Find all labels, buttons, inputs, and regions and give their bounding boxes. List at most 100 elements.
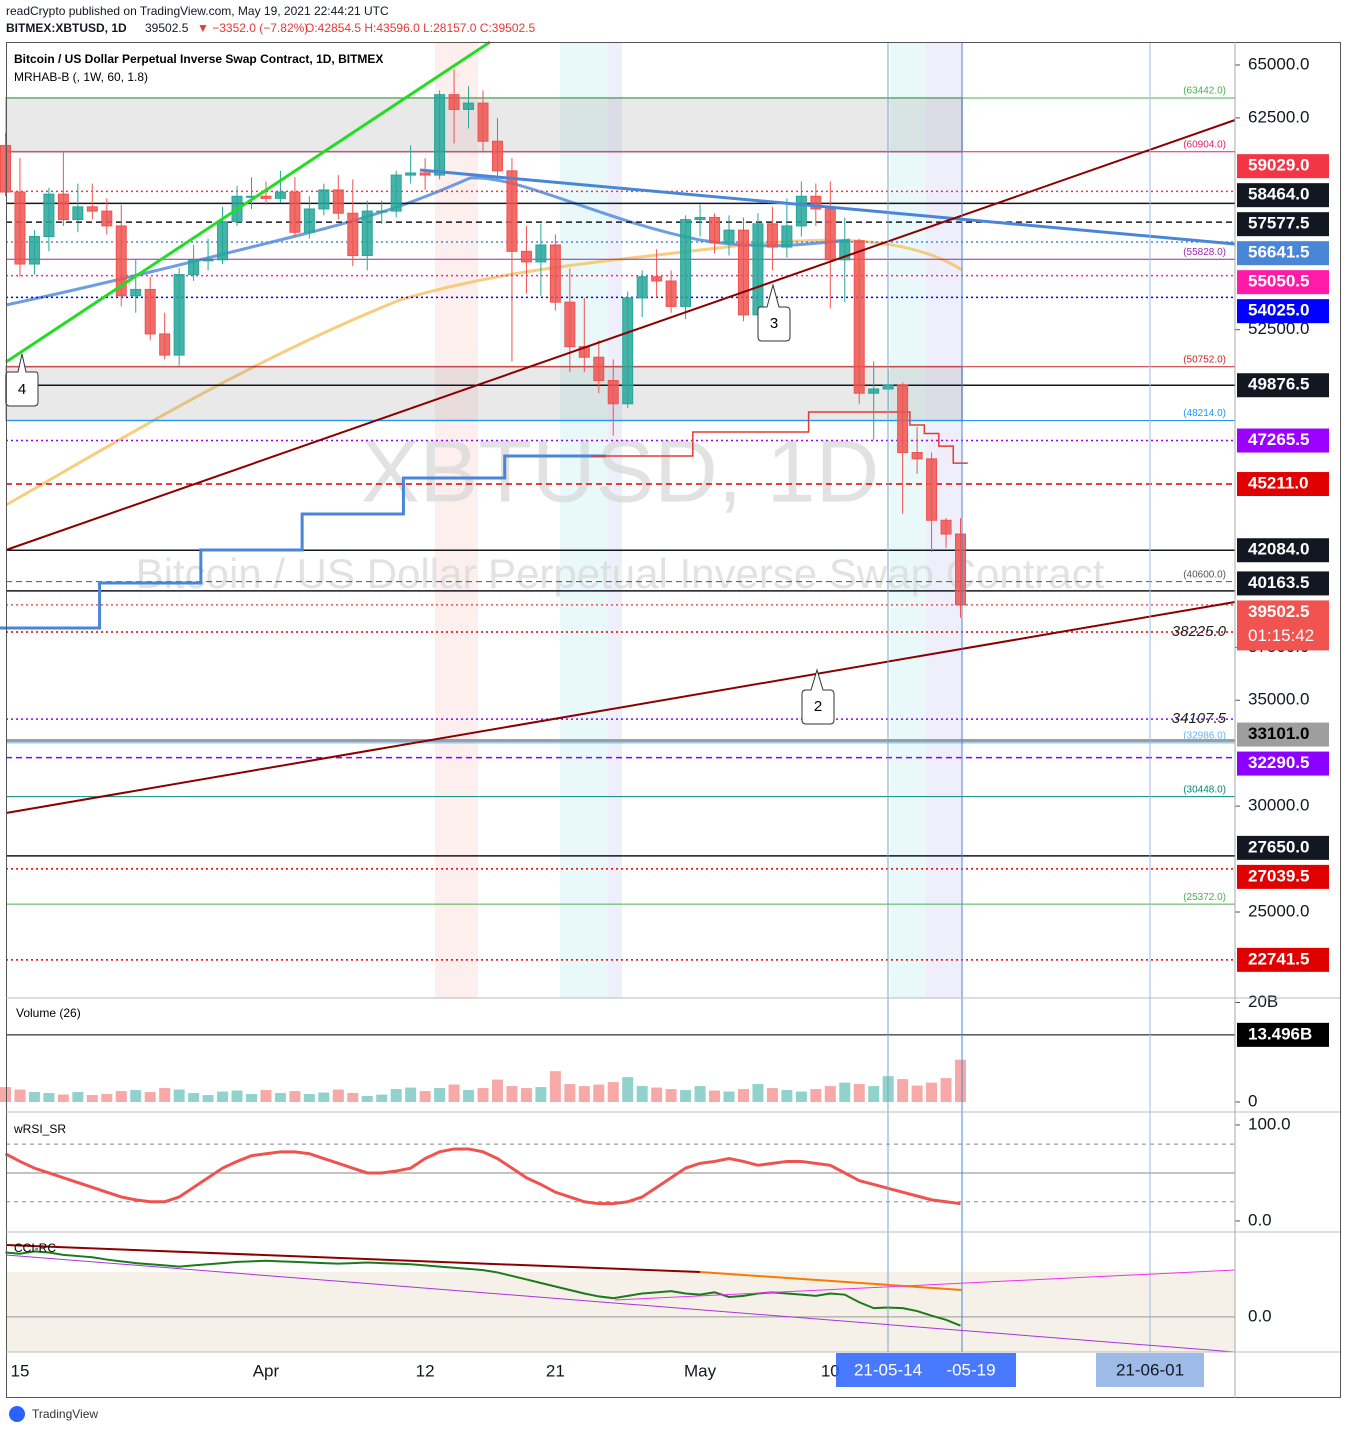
price-label: 33101.0	[1248, 724, 1309, 743]
price-label-box	[1237, 571, 1329, 596]
volume-bar	[86, 1095, 98, 1102]
y-tick-label: 100.0	[1248, 1114, 1291, 1133]
volume-bar	[607, 1082, 619, 1102]
price-label: 39502.5	[1248, 602, 1309, 621]
volume-bar	[390, 1089, 402, 1102]
volume-bar	[318, 1092, 330, 1102]
candle-body	[694, 216, 706, 221]
last-price: 39502.5	[145, 21, 189, 35]
volume-bar	[72, 1092, 84, 1102]
x-tick-label: 10	[821, 1361, 840, 1380]
candle-body	[955, 533, 967, 606]
candle-body	[564, 301, 576, 348]
highlight-band	[435, 42, 478, 998]
pane-title: Volume (26)	[16, 1006, 81, 1020]
price-label-box	[1237, 183, 1329, 208]
pane-title: wRSI_SR	[13, 1122, 66, 1136]
candle-body	[940, 519, 952, 535]
volume-bar	[506, 1086, 518, 1102]
candle-body	[173, 274, 185, 356]
trendline	[419, 168, 1236, 246]
candle-body	[361, 210, 373, 257]
price-label-box	[1237, 722, 1329, 747]
volume-bar	[144, 1092, 156, 1102]
candle-body	[260, 195, 272, 199]
candle-body	[115, 225, 127, 297]
callout: 3	[770, 315, 778, 332]
x-tick-label: May	[684, 1361, 717, 1380]
candle-body	[419, 172, 431, 176]
y-tick-label: 0.0	[1248, 1210, 1272, 1229]
chart-title: Bitcoin / US Dollar Perpetual Inverse Sw…	[14, 52, 383, 66]
price-label: 58464.0	[1248, 185, 1309, 204]
price-label-box	[1237, 472, 1329, 497]
fib-label: (25372.0)	[1183, 892, 1226, 903]
volume-bar	[665, 1089, 677, 1102]
price-label: 42084.0	[1248, 540, 1309, 559]
price-label-box	[1237, 373, 1329, 398]
x-marker-box	[836, 1353, 932, 1387]
candle-body	[144, 288, 156, 335]
volume-bar	[897, 1079, 909, 1102]
volume-bar	[43, 1093, 55, 1102]
candle-body	[766, 223, 778, 248]
x-tick-label: Apr	[253, 1361, 280, 1380]
level-label: 34107.5	[1172, 710, 1227, 727]
price-label: 13.496B	[1248, 1024, 1312, 1043]
candle-body	[839, 240, 851, 261]
candle-body	[810, 195, 822, 210]
symbol: BITMEX:XBTUSD, 1D	[6, 21, 127, 35]
candle-body	[651, 276, 663, 282]
volume-bar	[260, 1090, 272, 1102]
volume-bar	[303, 1094, 315, 1102]
frame	[6, 42, 1341, 1398]
candle-body	[535, 244, 547, 263]
price-label: 59029.0	[1248, 156, 1309, 175]
volume-bar	[955, 1059, 967, 1102]
price-label: 40163.5	[1248, 573, 1309, 592]
x-marker-label: 21-05-14	[854, 1360, 922, 1379]
highlight-band	[608, 42, 622, 998]
moving-average	[5, 176, 851, 307]
candle-body	[14, 191, 26, 265]
price-label-box	[1237, 299, 1329, 324]
price-label: 55050.5	[1248, 272, 1309, 291]
price-label-box	[1237, 538, 1329, 563]
price-label: 57577.5	[1248, 214, 1309, 233]
candle-body	[347, 212, 359, 257]
pane-title: CCI-RC	[14, 1241, 56, 1255]
highlight-band	[890, 42, 926, 998]
price-label: 47265.5	[1248, 430, 1309, 449]
fib-label: (50752.0)	[1183, 354, 1226, 365]
trendline	[5, 601, 1236, 814]
fib-label: (63442.0)	[1183, 86, 1226, 97]
price-label-box	[1237, 864, 1329, 889]
ohlc: O:42854.5 H:43596.0 L:28157.0 C:39502.5	[305, 21, 536, 35]
volume-bar	[593, 1084, 605, 1102]
volume-bar	[578, 1086, 590, 1102]
price-label-box	[1237, 428, 1329, 453]
indicator-name: MRHAB-B (, 1W, 60, 1.8)	[14, 70, 148, 84]
price-label: 54025.0	[1248, 301, 1309, 320]
volume-bar	[405, 1087, 417, 1102]
candle-body	[28, 236, 40, 265]
candle-body	[43, 193, 55, 238]
y-tick-label: 30000.0	[1248, 796, 1309, 815]
candle-body	[737, 229, 749, 316]
candle-body	[463, 102, 475, 110]
candle-body	[72, 206, 84, 221]
callout-box	[757, 283, 791, 342]
fib-label: (30448.0)	[1183, 784, 1226, 795]
price-label-box	[1237, 270, 1329, 295]
price-label: 45211.0	[1248, 474, 1309, 493]
x-marker-box	[1096, 1353, 1204, 1387]
volume-bar	[766, 1088, 778, 1102]
volume-bar	[347, 1093, 359, 1102]
y-tick-label: 20B	[1248, 992, 1278, 1011]
y-tick-label: 0.0	[1248, 1306, 1272, 1325]
volume-bar	[434, 1088, 446, 1102]
volume-bar	[202, 1095, 214, 1102]
volume-bar	[361, 1096, 373, 1102]
x-marker-box	[932, 1353, 1016, 1387]
overlay-line	[0, 454, 607, 630]
